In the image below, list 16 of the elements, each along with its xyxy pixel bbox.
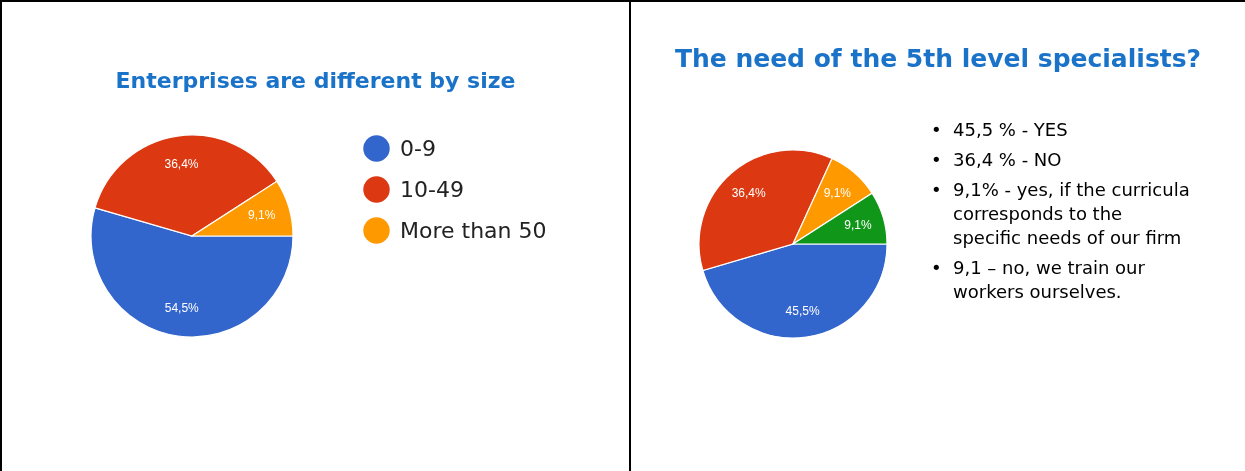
text: • 36,4 % - NO <box>931 148 1062 172</box>
data-label: 9,1% <box>844 217 872 232</box>
text: • 9,1% - yes, if the curricula corresponds to the specific needs of our firm <box>931 178 1190 248</box>
text: The need of the 5th level specialists? <box>673 44 1203 73</box>
text: • 45,5 % - YES <box>931 118 1068 142</box>
legend-label: 0-9 <box>400 135 436 161</box>
data-label: 54,5% <box>164 300 200 315</box>
legend-label: More than 50 <box>400 217 547 243</box>
text: • 9,1 – no, we train our workers ourselves. <box>931 256 1145 302</box>
data-label: 36,4% <box>731 185 767 200</box>
data-label: 9,1% <box>823 185 852 200</box>
data-label: 9,1% <box>248 208 276 223</box>
legend-label: 10-49 <box>400 176 464 202</box>
data-label: 36,4% <box>164 157 199 172</box>
chart-title: Enterprises are different by size <box>114 68 517 93</box>
data-label: 45,5% <box>785 303 820 318</box>
